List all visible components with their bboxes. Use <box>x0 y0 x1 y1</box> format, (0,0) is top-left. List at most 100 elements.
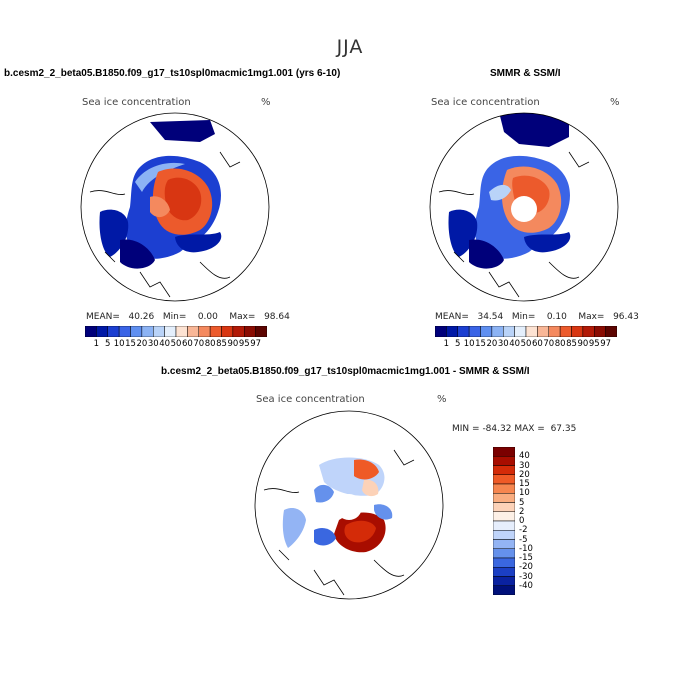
colorbar-swatch <box>493 567 515 577</box>
colorbar-swatch <box>548 326 561 337</box>
colorbar-swatch <box>493 483 515 494</box>
colorbar-tick-label: 95 <box>238 339 250 349</box>
colorbar-swatch <box>493 511 515 522</box>
colorbar-tick-label: 50 <box>170 339 182 349</box>
model-ice-central-core <box>164 177 202 221</box>
colorbar-swatch <box>571 326 584 337</box>
diff-region-negative-archipelago <box>282 508 306 548</box>
colorbar-tick-label: 1 <box>93 339 100 349</box>
diff-polar-map <box>254 410 444 600</box>
model-colorbar-ticks: 1 5 10 15 20 30 40 50 60 70 80 85 90 95 97 <box>85 339 267 350</box>
diff-colorbar <box>493 447 515 595</box>
obs-polar-map <box>429 112 619 302</box>
colorbar-tick-label: 90 <box>227 339 239 349</box>
colorbar-tick-label: 10 <box>113 339 125 349</box>
diff-region-negative-south <box>314 527 336 546</box>
colorbar-tick-label: 0 <box>519 516 525 526</box>
obs-run-title: SMMR & SSM/I <box>490 68 561 79</box>
colorbar-swatch <box>446 326 458 337</box>
colorbar-swatch <box>209 326 222 337</box>
obs-ice-greenland-north <box>499 113 569 147</box>
colorbar-tick-label: 30 <box>147 339 159 349</box>
model-polar-map <box>80 112 270 302</box>
colorbar-tick-label: 80 <box>554 339 566 349</box>
colorbar-tick-label: 30 <box>497 339 509 349</box>
colorbar-swatch <box>559 326 572 337</box>
colorbar-tick-label: 15 <box>519 479 530 489</box>
figure-title: JJA <box>336 36 364 58</box>
colorbar-swatch <box>153 326 165 337</box>
colorbar-tick-label: 15 <box>475 339 486 349</box>
colorbar-tick-label: 85 <box>566 339 577 349</box>
colorbar-swatch <box>493 557 515 568</box>
colorbar-swatch <box>457 326 470 337</box>
diff-region-positive-north <box>354 459 379 480</box>
diff-run-title: b.cesm2_2_beta05.B1850.f09_g17_ts10spl0m… <box>161 366 530 377</box>
colorbar-swatch <box>493 530 515 540</box>
colorbar-swatch <box>493 585 515 595</box>
model-variable-label: Sea ice concentration <box>82 97 191 108</box>
colorbar-swatch <box>493 502 515 512</box>
colorbar-tick-label: 20 <box>136 339 148 349</box>
colorbar-swatch <box>514 326 527 337</box>
diff-coastlines <box>263 449 415 596</box>
diff-region-negative-east <box>374 504 393 520</box>
diff-region-light-positive <box>362 479 379 497</box>
colorbar-tick-label: 20 <box>519 469 530 480</box>
colorbar-swatch <box>175 326 188 337</box>
model-ice-siberian-edge <box>175 232 222 253</box>
colorbar-swatch <box>537 326 549 337</box>
colorbar-tick-label: -2 <box>519 525 528 536</box>
colorbar-tick-label: 95 <box>588 339 600 349</box>
colorbar-swatch <box>96 326 108 337</box>
colorbar-tick-label: 50 <box>520 339 532 349</box>
colorbar-swatch <box>435 326 447 337</box>
colorbar-tick-label: 5 <box>455 339 461 349</box>
model-stats: MEAN= 40.26 Min= 0.00 Max= 98.64 <box>86 312 290 322</box>
colorbar-tick-label: 70 <box>543 339 555 349</box>
colorbar-swatch <box>493 548 515 559</box>
colorbar-swatch <box>255 326 267 337</box>
diff-colorbar-ticks: 40 30 20 15 10 5 2 0 -2 -5 -10 -15 -20 -30 -40 <box>519 447 559 595</box>
model-ice-pack-edge <box>150 196 170 218</box>
colorbar-swatch <box>493 520 515 531</box>
colorbar-swatch <box>493 539 515 549</box>
obs-unit-label: % <box>610 97 620 108</box>
diff-pole-hole <box>336 494 362 520</box>
colorbar-tick-label: 15 <box>125 339 136 349</box>
colorbar-swatch <box>493 493 515 503</box>
colorbar-swatch <box>605 326 617 337</box>
colorbar-tick-label: 5 <box>105 339 111 349</box>
diff-region-positive-core <box>344 520 376 543</box>
colorbar-swatch <box>221 326 234 337</box>
colorbar-swatch <box>525 326 538 337</box>
colorbar-tick-label: -20 <box>519 562 533 573</box>
model-ice-hudson-region <box>120 239 155 269</box>
diff-region-negative-west <box>314 484 334 503</box>
colorbar-tick-label: 97 <box>250 339 262 349</box>
colorbar-swatch <box>582 326 595 337</box>
colorbar-tick-label: 30 <box>519 460 530 471</box>
model-run-title: b.cesm2_2_beta05.B1850.f09_g17_ts10spl0m… <box>4 68 341 79</box>
colorbar-swatch <box>232 326 245 337</box>
colorbar-tick-label: 60 <box>181 339 193 349</box>
model-colorbar <box>85 326 267 337</box>
colorbar-tick-label: -5 <box>519 534 528 545</box>
obs-ice-hudson-region <box>469 239 504 269</box>
model-ice-greenland-north <box>150 120 215 142</box>
obs-coastlines <box>438 151 590 298</box>
obs-variable-label: Sea ice concentration <box>431 97 540 108</box>
colorbar-swatch <box>85 326 97 337</box>
colorbar-swatch <box>244 326 256 337</box>
colorbar-tick-label: 1 <box>443 339 450 349</box>
colorbar-swatch <box>594 326 606 337</box>
model-ice-fringe <box>135 162 185 192</box>
colorbar-swatch <box>198 326 211 337</box>
colorbar-tick-label: 10 <box>463 339 475 349</box>
obs-colorbar <box>435 326 617 337</box>
colorbar-swatch <box>187 326 199 337</box>
colorbar-swatch <box>491 326 504 337</box>
colorbar-tick-label: 5 <box>519 497 525 508</box>
colorbar-swatch <box>493 576 515 586</box>
colorbar-tick-label: 60 <box>531 339 543 349</box>
